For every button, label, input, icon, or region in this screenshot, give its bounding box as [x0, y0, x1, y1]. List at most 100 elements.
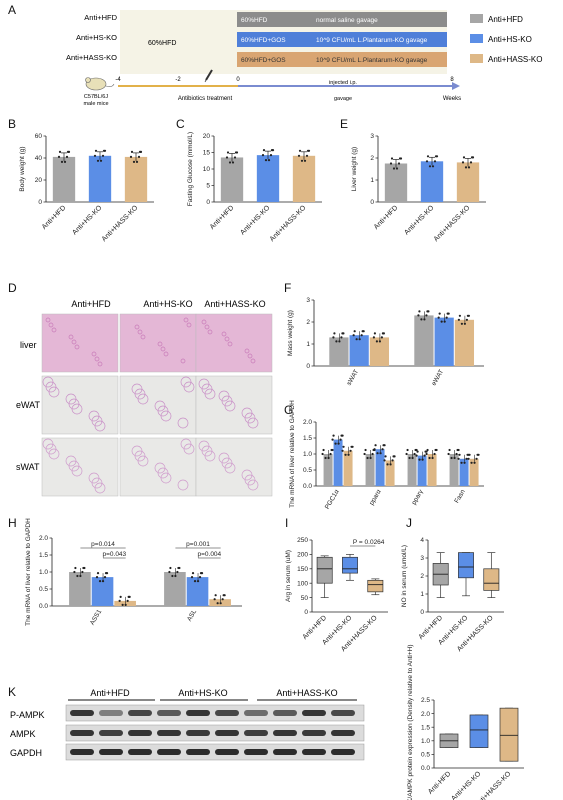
data-point [397, 162, 401, 165]
panel-letter-f: F [284, 281, 291, 295]
row-bar-hass [237, 52, 447, 67]
histology-row-ewat: eWAT [16, 400, 41, 410]
y-axis-label: Mass weight (g) [287, 310, 294, 356]
x-tick-label: Anti+HS-KO [450, 770, 482, 800]
bar [333, 439, 343, 486]
data-point [79, 574, 82, 578]
data-point [378, 340, 381, 343]
panel-letter-a: A [8, 3, 16, 17]
histology-texture [160, 346, 166, 352]
data-point [81, 570, 84, 574]
histology-texture [250, 358, 256, 364]
y-tick-label: 0.5 [303, 467, 312, 474]
histology-texture [45, 317, 51, 323]
mouse-icon [85, 77, 115, 91]
data-point [476, 453, 479, 456]
blot-band [331, 710, 355, 716]
data-point [330, 448, 333, 452]
row-diet-hs: 60%HFD+GOS [241, 37, 286, 44]
data-point [73, 570, 76, 574]
panel-d: Anti+HFD Anti+HS-KO Anti+HASS-KO liver e… [16, 299, 273, 497]
data-point [344, 453, 347, 456]
histology-texture [204, 324, 210, 330]
data-point [231, 161, 235, 164]
data-point [347, 453, 350, 456]
box [342, 556, 358, 574]
histology-texture [131, 445, 143, 457]
data-point [428, 456, 431, 460]
y-tick-label: 10 [203, 166, 211, 173]
data-point [94, 149, 98, 152]
bar [52, 156, 76, 202]
data-point [269, 154, 273, 157]
data-point [135, 160, 139, 163]
bar [375, 449, 385, 486]
y-tick-label: 150 [297, 566, 308, 573]
chart-h: 0.0 0.5 1.0 1.5 2.0 The mRNA of liver relativ… [25, 518, 242, 626]
histology-texture [247, 479, 259, 491]
histology-texture [160, 410, 172, 422]
bar [164, 572, 186, 606]
data-point [193, 580, 197, 583]
x-tick-label: Anti+HFD [41, 204, 68, 231]
data-point [353, 330, 356, 333]
data-point [434, 448, 437, 452]
histology-texture [91, 351, 97, 357]
histology-texture [45, 381, 57, 393]
histology-texture [88, 410, 100, 422]
tick-minus4: -4 [115, 77, 121, 83]
data-point [216, 602, 219, 605]
data-point [99, 159, 103, 162]
panel-letter-j: J [406, 516, 412, 530]
data-point [58, 150, 62, 153]
data-point [363, 452, 366, 456]
histology-texture [247, 417, 259, 429]
data-point [342, 445, 345, 448]
histology-texture [221, 457, 233, 469]
panel-letter-d: D [8, 281, 17, 295]
chart-c: 0 5 10 15 20 Fasting Glucose (mmol/L) Anti+HFD… [187, 132, 322, 243]
data-point [437, 316, 440, 319]
panel-letter-h: H [8, 516, 17, 530]
data-point [469, 161, 473, 164]
y-tick-label: 100 [297, 580, 308, 587]
data-point [443, 320, 446, 323]
row-bar-hs [237, 32, 447, 47]
data-point [434, 155, 438, 158]
y-tick-label: 60 [35, 133, 43, 140]
histology-texture [221, 331, 227, 337]
data-point [467, 457, 470, 460]
data-point [219, 602, 222, 605]
data-point [264, 159, 268, 162]
data-point [458, 314, 461, 317]
data-point [214, 594, 217, 597]
legend-label-hs: Anti+HS-KO [488, 35, 532, 44]
histology-texture [94, 420, 106, 432]
data-point [138, 150, 142, 153]
bar [124, 156, 148, 202]
histology-texture [177, 479, 189, 491]
y-tick-label: 5 [206, 183, 210, 190]
row-label-hass: Anti+HASS-KO [66, 53, 117, 62]
data-point [438, 312, 441, 315]
y-axis-label: Liver weight (g) [351, 147, 358, 191]
histology-texture [183, 443, 195, 455]
y-tick-label: 1.0 [421, 738, 430, 745]
blot-band [302, 749, 326, 755]
histology-texture [180, 376, 192, 388]
box [483, 568, 500, 591]
data-point [406, 448, 409, 452]
blot-band [186, 710, 210, 716]
data-point [433, 160, 437, 163]
histology-texture [131, 383, 143, 395]
y-tick-label: 2.5 [421, 697, 430, 704]
histology-texture [221, 395, 233, 407]
histology-texture [137, 393, 149, 405]
y-tick-label: 0.0 [39, 603, 48, 610]
data-point [63, 160, 67, 163]
y-tick-label: 2.0 [39, 535, 48, 542]
y-tick-label: 1 [306, 341, 310, 348]
blot-row-gapdh: GAPDH [10, 748, 42, 758]
x-tick-label: Anti+HASS-KO [433, 204, 472, 243]
chart-e: 0 1 2 3 Liver weight (g) Anti+HFD Anti+HS-KOAn… [351, 133, 486, 243]
